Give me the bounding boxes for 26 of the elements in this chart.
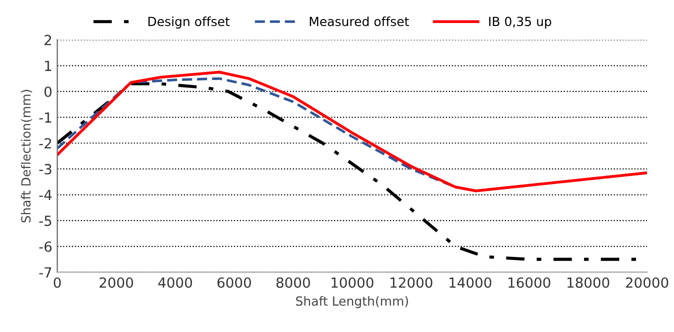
y-tick-label: -4 — [39, 190, 52, 200]
y-axis-title: Shaft Deflection(mm) — [20, 90, 32, 222]
x-tick-label: 16000 — [508, 277, 550, 288]
y-tick-label: -1 — [39, 112, 52, 123]
x-tick-label: 10000 — [332, 277, 374, 288]
legend-label: Design offset — [148, 16, 230, 29]
x-tick-label: 4000 — [158, 277, 192, 288]
y-tick-label: 1 — [45, 60, 52, 71]
legend-label: IB 0,35 up — [489, 16, 552, 29]
legend-label: Measured offset — [310, 16, 409, 26]
x-tick-label: 6000 — [218, 277, 251, 288]
x-tick-label: 8000 — [276, 277, 310, 288]
x-tick-label: 14000 — [450, 277, 492, 288]
y-tick-label: -5 — [39, 216, 52, 226]
x-axis-title: Shaft Length(mm) — [296, 296, 408, 308]
y-tick-label: -6 — [39, 241, 52, 252]
y-tick-label: -2 — [39, 138, 52, 148]
y-tick-label: 2 — [44, 34, 52, 46]
y-tick-label: -3 — [39, 164, 52, 174]
y-tick-label: -7 — [39, 267, 52, 278]
x-tick-label: 18000 — [568, 277, 610, 288]
x-tick-label: 12000 — [390, 277, 432, 288]
x-tick-label: 20000 — [626, 277, 668, 288]
x-tick-label: 0 — [54, 277, 61, 288]
y-tick-label: 0 — [44, 86, 52, 97]
x-tick-label: 2000 — [100, 277, 134, 288]
